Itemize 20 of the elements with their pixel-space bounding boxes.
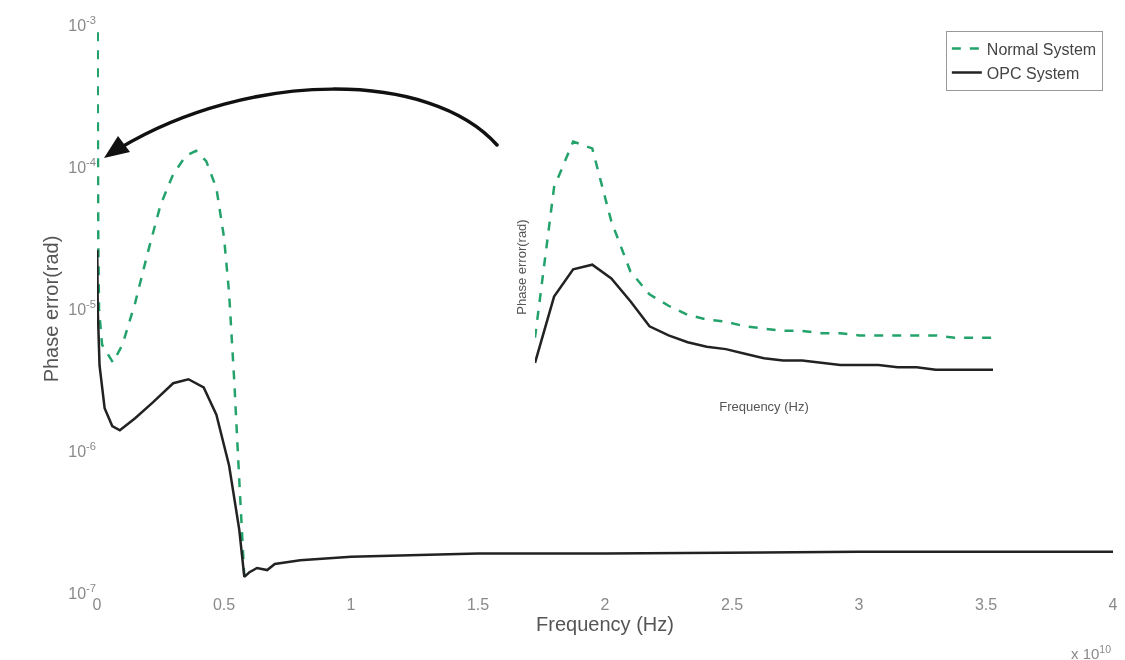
legend-label: Normal System (986, 40, 1097, 58)
x-tick-label: 3.5 (974, 596, 998, 613)
x-tick-label: 1 (346, 596, 356, 613)
x-tick-label: 3 (854, 596, 864, 613)
y-tick-label: 10$^{-3}$ (68, 13, 96, 34)
y-tick-label: 10$^{-4}$ (68, 155, 96, 176)
y-axis-title: Phase error(rad) (39, 235, 62, 383)
legend-label: OPC System (986, 64, 1080, 82)
y-tick-label: 10$^{-5}$ (68, 297, 96, 318)
x-axis-title: Frequency (Hz) (719, 398, 809, 414)
x-tick-label: 2 (600, 596, 610, 613)
x-axis-title: Frequency (Hz) (536, 613, 674, 635)
x-tick-label: 0 (92, 596, 102, 613)
text: x 10$^{10}$ (1071, 643, 1112, 660)
x-tick-label: 1.5 (466, 596, 490, 613)
x-tick-label: 2.5 (720, 596, 744, 613)
y-axis-title: Phase error(rad) (513, 219, 529, 315)
x-tick-label: 4 (1108, 596, 1118, 613)
x-tick-label: 0.5 (212, 596, 236, 613)
y-tick-label: 10$^{-6}$ (68, 439, 96, 460)
